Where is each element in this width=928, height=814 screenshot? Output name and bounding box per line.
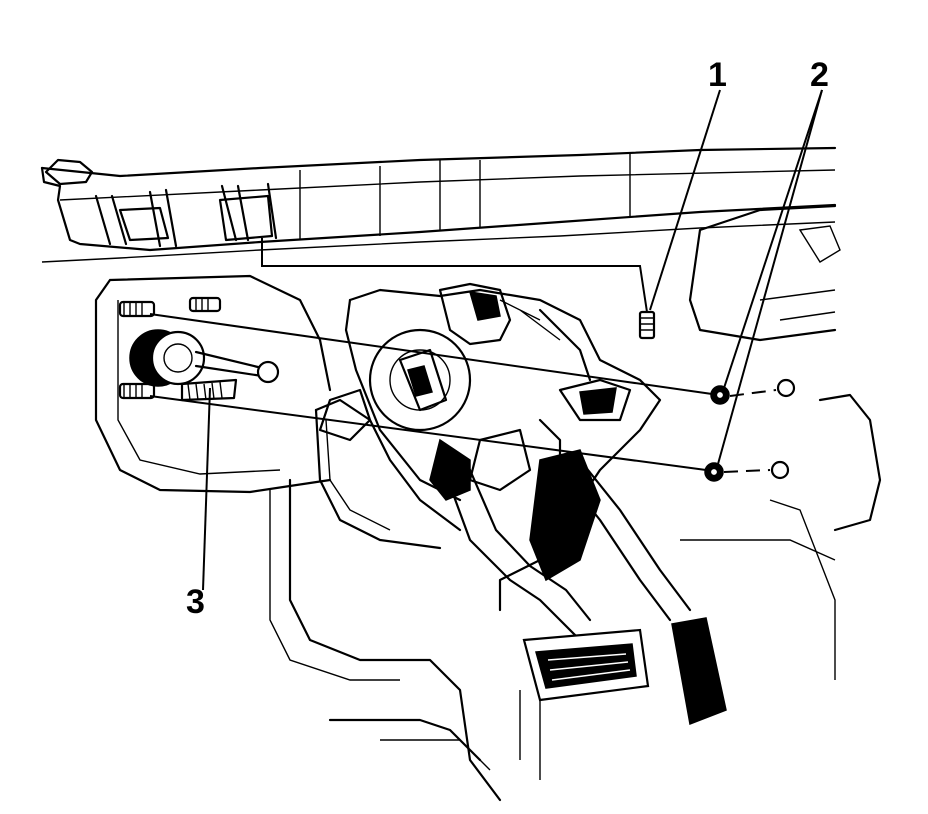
accelerator-pedal [498, 418, 727, 726]
instrument-panel-beam [40, 146, 837, 263]
callout-label-2: 2 [810, 56, 829, 94]
pedal-bracket [318, 282, 662, 522]
mounting-bolt [638, 310, 656, 340]
callout-label-3: 3 [186, 583, 205, 621]
dash-panel [94, 204, 882, 802]
knee-bolster-bracket [314, 398, 462, 550]
callout-leaders [202, 89, 823, 591]
brake-pedal [446, 468, 650, 702]
booster-mounting-studs [118, 296, 280, 402]
retaining-nuts [704, 378, 796, 482]
callout-label-1: 1 [708, 56, 727, 94]
alignment-lines [149, 238, 713, 471]
